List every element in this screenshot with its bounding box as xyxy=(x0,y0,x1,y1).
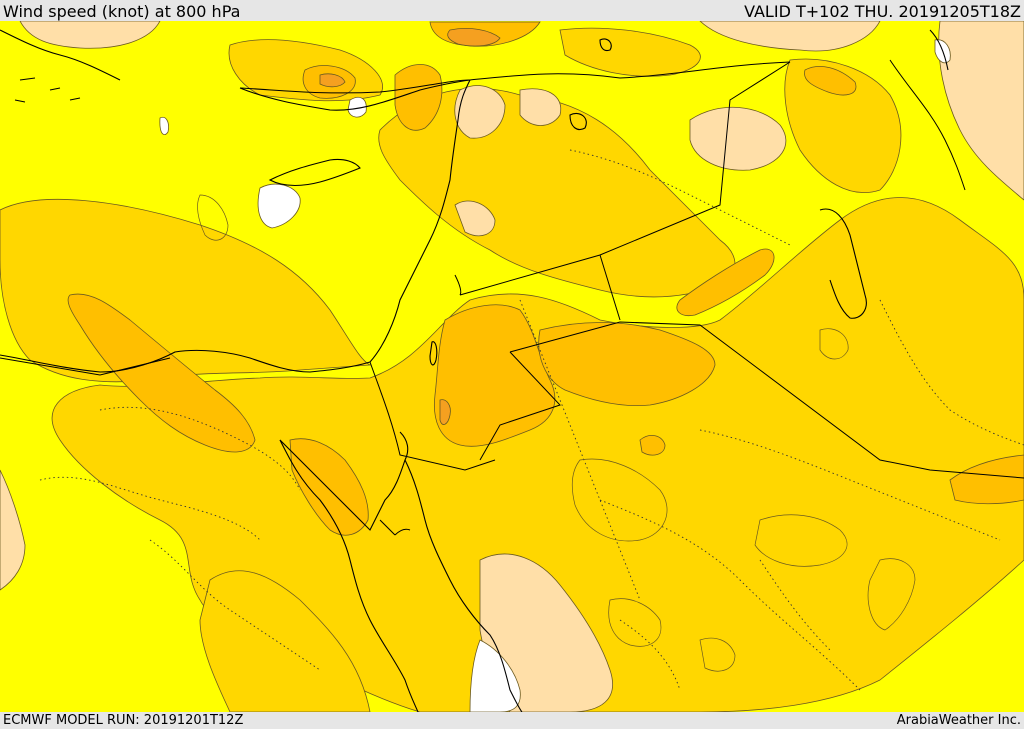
model-run: ECMWF MODEL RUN: 20191201T12Z xyxy=(3,713,244,728)
coastlines xyxy=(0,29,949,712)
country-borders xyxy=(0,59,1024,479)
gulf-details xyxy=(379,519,411,536)
admin-boundaries xyxy=(39,149,1024,691)
wind-speed-map xyxy=(0,21,1024,712)
header-bar: Wind speed (knot) at 800 hPa VALID T+102… xyxy=(0,0,1024,21)
footer-bar: ECMWF MODEL RUN: 20191201T12Z ArabiaWeat… xyxy=(0,712,1024,729)
contour-lines xyxy=(197,194,916,672)
credit: ArabiaWeather Inc. xyxy=(896,713,1021,728)
wind-band-2 xyxy=(67,21,1024,536)
no-data-areas xyxy=(159,39,951,712)
wind-band-3 xyxy=(319,28,501,425)
map-title: Wind speed (knot) at 800 hPa xyxy=(3,2,241,21)
valid-time: VALID T+102 THU. 20191205T18Z xyxy=(744,2,1021,21)
